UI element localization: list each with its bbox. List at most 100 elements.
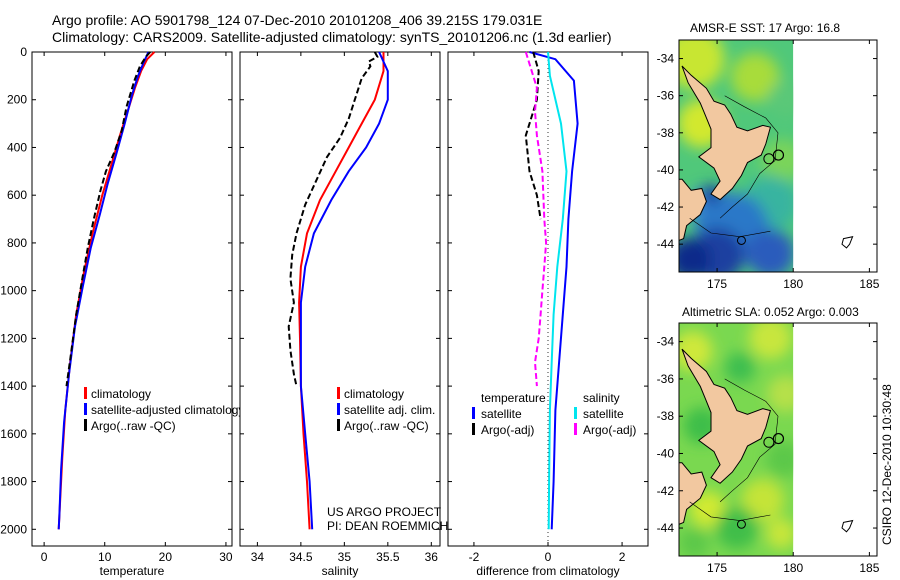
- difference-legend-label: satellite: [481, 407, 522, 421]
- temperature-ytick-label: 2000: [0, 522, 27, 536]
- temperature-series-line: [57, 51, 150, 530]
- sla_map-field-cell: [724, 352, 756, 383]
- difference-xtick-label: 2: [619, 550, 626, 564]
- sla_map-xtick-label: 180: [783, 561, 803, 575]
- sst_map-ytick-label: -40: [657, 163, 675, 177]
- temperature-ytick-label: 1800: [0, 475, 27, 489]
- salinity-xtick-label: 35: [338, 550, 352, 564]
- temperature-xlabel: temperature: [100, 564, 165, 578]
- sla_map-field-cell: [765, 518, 794, 549]
- sst_map-xtick-label: 180: [783, 277, 803, 291]
- sst_map-argo-marker: [772, 149, 785, 161]
- difference-xtick-label: -2: [469, 550, 480, 564]
- sla_map-axes-box: [678, 322, 878, 557]
- sla_map-field-cell: [689, 491, 727, 528]
- sla_map-contour: [763, 436, 775, 448]
- difference-legend-header: temperature: [481, 391, 546, 405]
- difference-legend-header: salinity: [583, 391, 620, 405]
- difference-series-line: [529, 51, 579, 530]
- sla_map-argo-marker: [772, 432, 785, 445]
- sst_map-ytick-label: -34: [657, 52, 675, 66]
- south-island-land: [679, 178, 707, 241]
- sst_map-contour: [689, 217, 771, 238]
- difference-xtick-label: 0: [545, 550, 552, 564]
- chatham-island-outline: [841, 519, 854, 533]
- difference-legend-label: Argo(-adj): [583, 423, 636, 437]
- sla_map-field-cell: [741, 478, 785, 522]
- temperature-legend-swatch: [84, 387, 87, 399]
- temperature-legend-label: Argo(..raw -QC): [91, 419, 176, 433]
- temperature-ytick-label: 200: [7, 93, 27, 107]
- salinity-annotation-line: PI: DEAN ROEMMICH: [327, 519, 448, 533]
- sst_map-panel: -34 -36 -38 -40 -42 -44 175 180 185: [657, 39, 880, 291]
- temperature-xtick-label: 10: [98, 550, 112, 564]
- sla_map-field-cell: [679, 527, 710, 556]
- sla_map-field-cell: [749, 323, 792, 360]
- north-island-land: [681, 65, 772, 201]
- salinity-annotation-line: US ARGO PROJECT: [327, 505, 442, 519]
- temperature-ytick-label: 1600: [0, 427, 27, 441]
- temperature-xtick-label: 30: [219, 550, 233, 564]
- header-line-1: Argo profile: AO 5901798_124 07-Dec-2010…: [52, 12, 543, 28]
- sst_map-field-cell: [761, 139, 794, 182]
- sst_map-field-cell: [746, 229, 794, 272]
- difference-xlabel: difference from climatology: [476, 564, 619, 578]
- temperature-ytick-label: 800: [7, 236, 27, 250]
- temperature-legend-label: satellite-adjusted climatology: [91, 403, 244, 417]
- sla_map-contour: [689, 501, 771, 521]
- salinity-legend-swatch: [337, 387, 340, 399]
- salinity-panel: 34 34.5 35 35.5 36 salinity climatology satelli…: [239, 51, 448, 578]
- sst_map-field-blobs: [679, 40, 794, 272]
- sla_map-xtick-label: 185: [859, 561, 879, 575]
- sla_map-contour: [736, 519, 746, 529]
- sla_map-panel: -34 -36 -38 -40 -42 -44 175 180 185: [657, 322, 880, 575]
- salinity-legend-swatch: [337, 419, 340, 431]
- temperature-legend-label: climatology: [91, 387, 151, 401]
- sla_map-contour: [719, 378, 779, 503]
- sla_map-field-cell: [715, 506, 759, 550]
- salinity-xtick-label: 34.5: [289, 550, 313, 564]
- salinity-xlabel: salinity: [322, 564, 359, 578]
- salinity-legend-label: Argo(..raw -QC): [344, 419, 429, 433]
- sst_map-contour: [719, 95, 779, 219]
- sst_map-field-cell: [730, 52, 780, 102]
- difference-legend-label: Argo(-adj): [481, 423, 534, 437]
- sst_map-contour: [763, 153, 775, 165]
- difference-legend-swatch: [574, 423, 577, 435]
- salinity-series-line: [287, 51, 379, 387]
- sst_map-ytick-label: -42: [657, 200, 675, 214]
- salinity-series-line: [298, 52, 385, 530]
- temperature-xtick-label: 0: [41, 550, 48, 564]
- chatham-island-outline: [841, 236, 854, 249]
- salinity-xtick-label: 36: [425, 550, 439, 564]
- sst_map-ytick-label: -44: [657, 237, 675, 251]
- sla_map-field-blobs: [679, 323, 794, 556]
- salinity-series-line: [299, 51, 389, 530]
- salinity-legend-label: satellite adj. clim.: [344, 403, 435, 417]
- sla_map-ytick-label: -40: [657, 446, 675, 460]
- sst_map-ytick-label: -36: [657, 89, 675, 103]
- difference-legend-swatch: [574, 407, 577, 419]
- difference-series-line: [524, 51, 542, 220]
- salinity-axes-box: [239, 51, 441, 547]
- difference-series-line: [524, 51, 548, 387]
- sla_map-ytick-label: -36: [657, 372, 675, 386]
- sst_map-field-cell: [679, 237, 711, 272]
- temperature-legend-swatch: [84, 419, 87, 431]
- difference-series-line: [547, 51, 568, 530]
- sst_map-field-cell: [767, 81, 794, 118]
- difference-legend-swatch: [472, 407, 475, 419]
- temperature-ytick-label: 1200: [0, 331, 27, 345]
- temperature-axes-box: [31, 51, 233, 547]
- north-island-land: [681, 348, 772, 484]
- temperature-ytick-label: 600: [7, 188, 27, 202]
- difference-legend-label: satellite: [583, 407, 624, 421]
- sst_map-land: [679, 65, 779, 245]
- difference-legend-swatch: [472, 423, 475, 435]
- salinity-xtick-label: 35.5: [376, 550, 400, 564]
- salinity-xtick-label: 34: [251, 550, 265, 564]
- south-island-land: [679, 462, 707, 525]
- sla_map-field-cell: [767, 375, 794, 413]
